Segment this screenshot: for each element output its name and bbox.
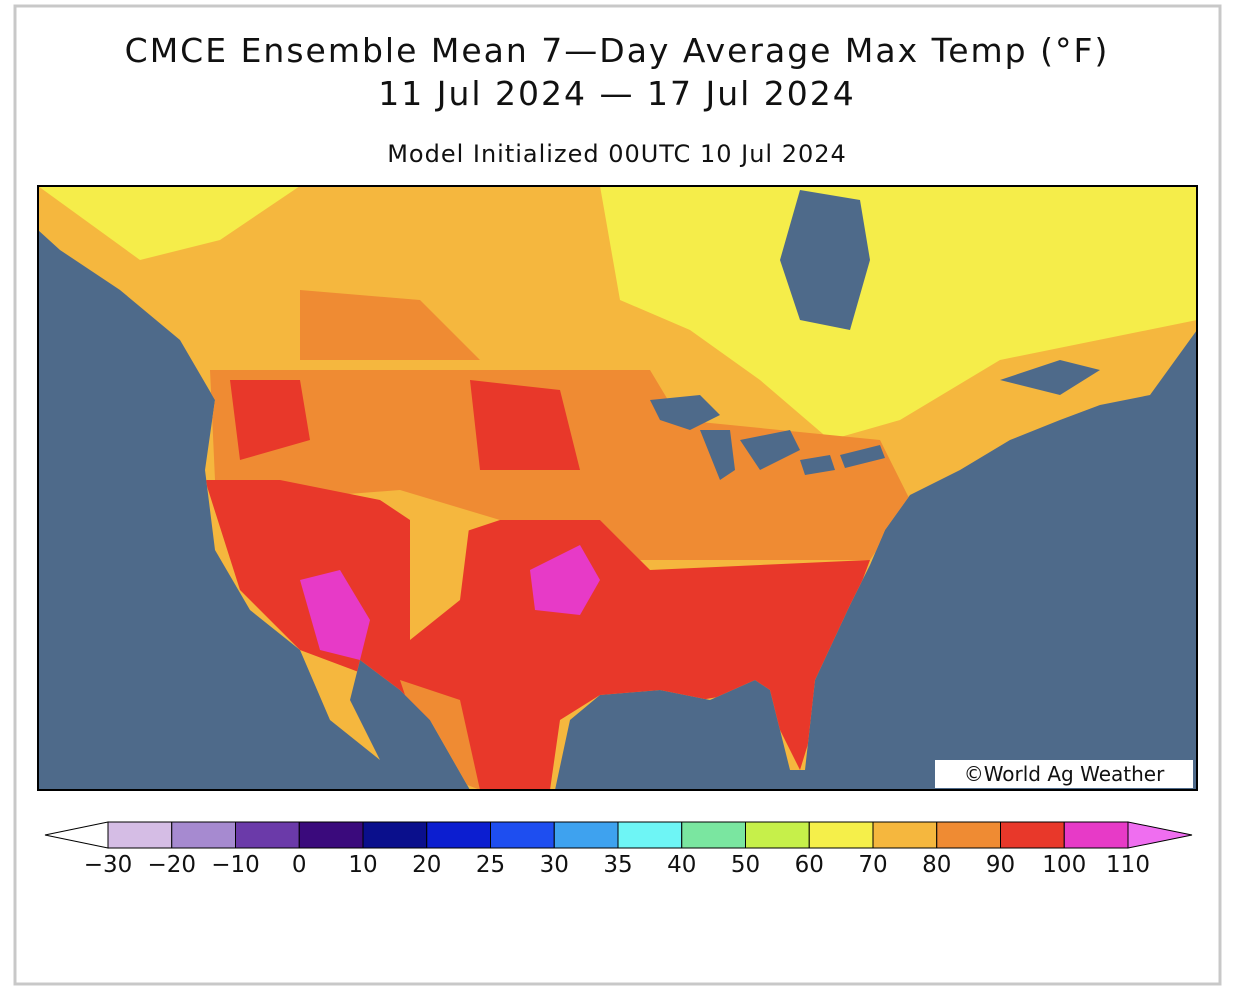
colorbar-label: 35	[603, 852, 632, 878]
colorbar-label: 10	[348, 852, 377, 878]
colorbar-label: 25	[476, 852, 505, 878]
color-box	[808, 821, 874, 849]
zone-90	[400, 680, 480, 790]
colorbar-label: 70	[858, 852, 887, 878]
zone-110	[530, 545, 600, 615]
colorbar-label: −30	[84, 852, 133, 878]
color-box	[872, 821, 938, 849]
color-box	[235, 821, 300, 849]
title: CMCE Ensemble Mean 7—Day Average Max Tem…	[125, 31, 1110, 70]
color-box	[171, 821, 236, 849]
color-box	[362, 821, 428, 849]
color-box	[553, 821, 619, 849]
colorbar-label: 60	[795, 852, 824, 878]
colorbar-label: 20	[412, 852, 441, 878]
color-box	[107, 821, 173, 849]
color-box	[426, 821, 491, 849]
zone-70	[38, 186, 300, 260]
zone-100	[230, 380, 310, 460]
color-box	[1063, 821, 1129, 849]
map: ©World Ag Weather	[38, 186, 1197, 790]
color-box	[298, 821, 364, 849]
colorbar-label: 90	[986, 852, 1015, 878]
color-box	[1000, 821, 1065, 849]
color-box	[617, 821, 683, 849]
subtitle: 11 Jul 2024 — 17 Jul 2024	[378, 74, 856, 113]
color-box	[936, 821, 1001, 849]
zone-110	[300, 570, 370, 660]
color-box	[681, 821, 746, 849]
lakes	[650, 360, 1100, 480]
colorbar-label: −10	[211, 852, 260, 878]
init-time: Model Initialized 00UTC 10 Jul 2024	[387, 140, 847, 168]
colorbar-label: 50	[731, 852, 760, 878]
zone-100	[470, 380, 580, 470]
zone-70	[600, 186, 1197, 440]
colorbar-label: 110	[1106, 852, 1150, 878]
zone-90	[300, 290, 480, 360]
colorbar: −30 −20 −10 0 10 20 25 30 35 40 50 60 70 80 90 100 110	[44, 821, 1193, 878]
watermark-box	[935, 760, 1193, 788]
colorbar-label: 80	[922, 852, 951, 878]
colorbar-label: −20	[147, 852, 196, 878]
hudson-bay	[780, 190, 870, 330]
colorbar-label: 100	[1042, 852, 1086, 878]
color-box	[745, 821, 810, 849]
colorbar-label: 0	[292, 852, 307, 878]
colorbar-label: 40	[667, 852, 696, 878]
zone-100	[205, 480, 870, 790]
colorbar-label: 30	[540, 852, 569, 878]
color-box	[490, 821, 555, 849]
map-border	[37, 185, 1198, 791]
watermark: ©World Ag Weather	[964, 762, 1165, 786]
zone-80	[410, 520, 470, 640]
